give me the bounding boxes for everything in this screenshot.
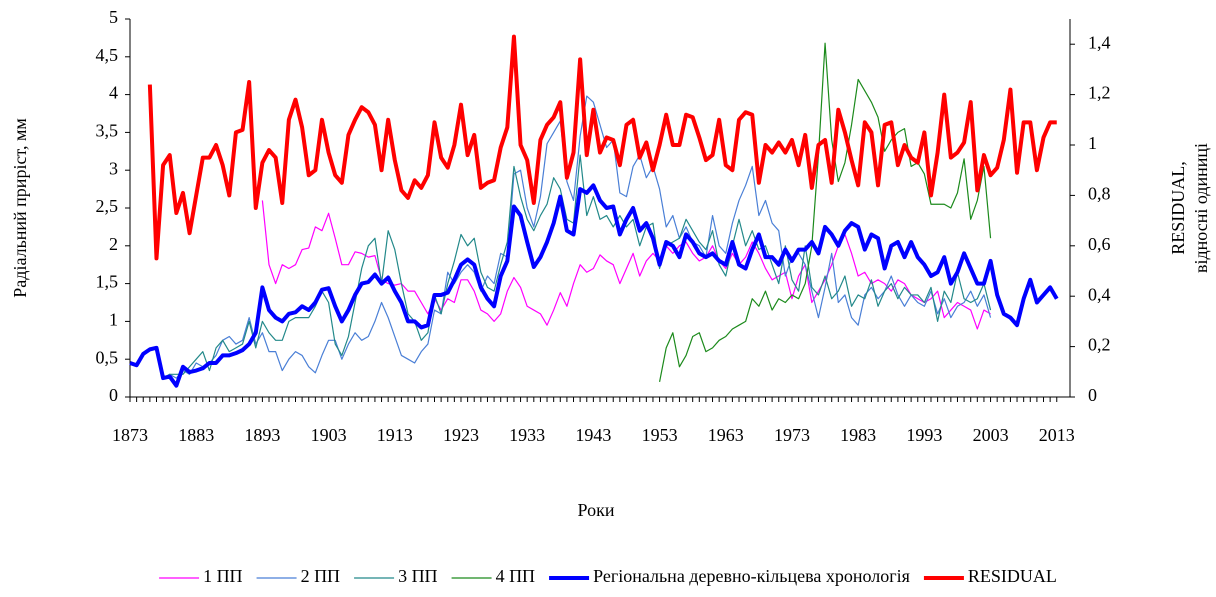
y-tick-label: 1,5 [96, 272, 119, 292]
legend-label: 1 ПП [203, 566, 243, 586]
y2-tick-label: 1,2 [1088, 83, 1111, 103]
x-tick-label: 2003 [973, 425, 1009, 445]
x-tick-label: 1973 [774, 425, 810, 445]
x-tick-label: 1983 [840, 425, 876, 445]
y2-tick-label: 0,6 [1088, 234, 1111, 254]
y2-tick-label: 1 [1088, 133, 1097, 153]
y2-axis-label: RESIDUAL, [1168, 161, 1188, 255]
y-tick-label: 1 [109, 310, 118, 330]
y-tick-label: 4 [109, 83, 118, 103]
legend-label: 2 ПП [301, 566, 341, 586]
y-tick-label: 2 [109, 234, 118, 254]
x-tick-label: 1993 [906, 425, 942, 445]
y-tick-label: 0,5 [96, 347, 119, 367]
series-line [129, 183, 1059, 388]
x-tick-label: 1933 [509, 425, 545, 445]
y2-tick-label: 0 [1088, 385, 1097, 405]
y2-tick-label: 0,8 [1088, 184, 1111, 204]
series-line [162, 95, 992, 379]
series-line [162, 154, 992, 379]
x-tick-label: 1923 [443, 425, 479, 445]
x-tick-label: 1913 [377, 425, 413, 445]
x-tick-label: 1883 [178, 425, 214, 445]
y2-axis-label: відносні одиниці [1191, 143, 1211, 273]
y2-tick-label: 1,4 [1088, 32, 1111, 52]
y-tick-label: 2,5 [96, 196, 119, 216]
y2-tick-label: 0,4 [1088, 284, 1111, 304]
x-tick-label: 1953 [642, 425, 678, 445]
x-tick-label: 2013 [1039, 425, 1075, 445]
y-tick-label: 4,5 [96, 45, 119, 65]
legend-label: 3 ПП [398, 566, 438, 586]
y-tick-label: 3,5 [96, 121, 119, 141]
y2-tick-label: 0,2 [1088, 335, 1111, 355]
x-tick-label: 1903 [311, 425, 347, 445]
series-line [147, 34, 1057, 261]
x-tick-label: 1893 [244, 425, 280, 445]
y-axis-label: Радіальний приріст, мм [10, 118, 30, 297]
legend-label: Регіональна деревно-кільцева хронологія [593, 566, 910, 586]
x-tick-label: 1943 [575, 425, 611, 445]
y-tick-label: 0 [109, 385, 118, 405]
legend-label: 4 ПП [496, 566, 536, 586]
x-axis-label: Роки [578, 500, 615, 520]
legend-label: RESIDUAL [968, 566, 1057, 586]
y-tick-label: 3 [109, 158, 118, 178]
legend: 1 ПП 2 ПП 3 ПП 4 ПП Регіональна деревно-кіль… [159, 566, 1057, 586]
series-line [658, 42, 992, 382]
x-tick-label: 1873 [112, 425, 148, 445]
x-tick-label: 1963 [708, 425, 744, 445]
y-tick-label: 5 [109, 7, 118, 27]
